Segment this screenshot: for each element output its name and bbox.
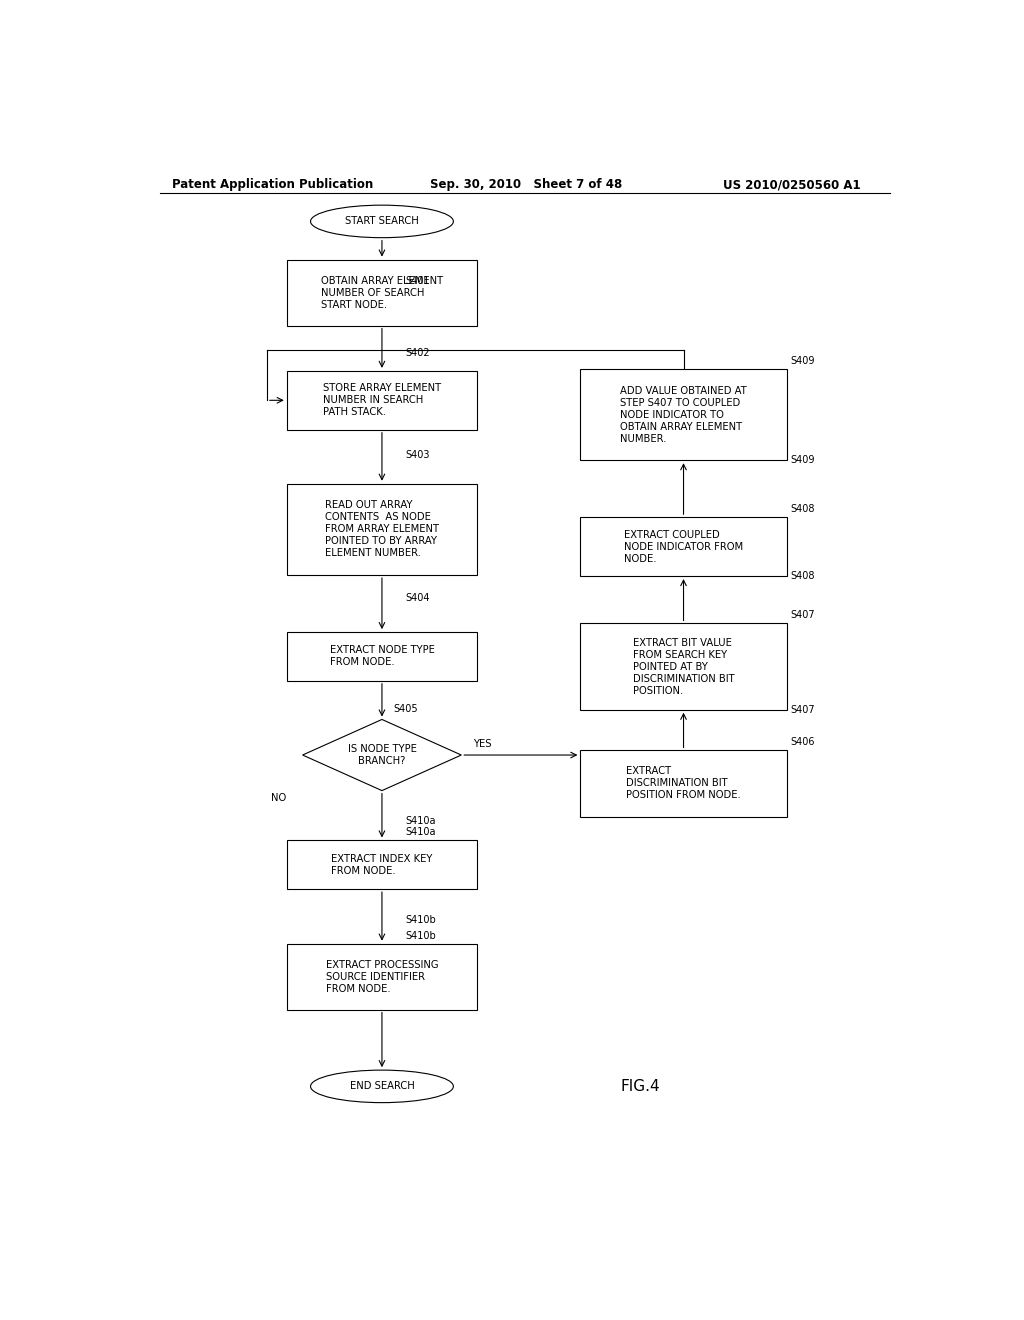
Text: IS NODE TYPE
BRANCH?: IS NODE TYPE BRANCH?: [347, 744, 417, 766]
Text: S410b: S410b: [406, 931, 436, 941]
Text: S410a: S410a: [406, 828, 436, 837]
Text: US 2010/0250560 A1: US 2010/0250560 A1: [723, 178, 861, 191]
Text: S401: S401: [406, 276, 430, 286]
Text: Patent Application Publication: Patent Application Publication: [172, 178, 373, 191]
Text: S409: S409: [791, 356, 815, 366]
Text: ADD VALUE OBTAINED AT
STEP S407 TO COUPLED
NODE INDICATOR TO
OBTAIN ARRAY ELEMEN: ADD VALUE OBTAINED AT STEP S407 TO COUPL…: [621, 385, 746, 444]
Text: EXTRACT BIT VALUE
FROM SEARCH KEY
POINTED AT BY
DISCRIMINATION BIT
POSITION.: EXTRACT BIT VALUE FROM SEARCH KEY POINTE…: [633, 638, 734, 696]
FancyBboxPatch shape: [287, 841, 477, 890]
Text: OBTAIN ARRAY ELEMENT
NUMBER OF SEARCH
START NODE.: OBTAIN ARRAY ELEMENT NUMBER OF SEARCH ST…: [321, 276, 443, 310]
Text: FIG.4: FIG.4: [620, 1078, 659, 1094]
Text: S408: S408: [791, 504, 815, 515]
FancyBboxPatch shape: [581, 751, 786, 817]
Text: S408: S408: [791, 572, 815, 581]
Text: S407: S407: [791, 705, 815, 715]
FancyBboxPatch shape: [581, 517, 786, 576]
Text: EXTRACT NODE TYPE
FROM NODE.: EXTRACT NODE TYPE FROM NODE.: [330, 645, 434, 668]
Polygon shape: [303, 719, 462, 791]
Text: READ OUT ARRAY
CONTENTS  AS NODE
FROM ARRAY ELEMENT
POINTED TO BY ARRAY
ELEMENT : READ OUT ARRAY CONTENTS AS NODE FROM ARR…: [325, 500, 439, 558]
FancyBboxPatch shape: [287, 632, 477, 681]
FancyBboxPatch shape: [287, 944, 477, 1010]
Text: S410b: S410b: [406, 915, 436, 925]
Text: S406: S406: [791, 738, 815, 747]
Text: S410a: S410a: [406, 816, 436, 826]
Text: YES: YES: [473, 739, 492, 748]
FancyBboxPatch shape: [581, 623, 786, 710]
Ellipse shape: [310, 205, 454, 238]
Text: NO: NO: [271, 793, 287, 803]
Text: STORE ARRAY ELEMENT
NUMBER IN SEARCH
PATH STACK.: STORE ARRAY ELEMENT NUMBER IN SEARCH PAT…: [323, 383, 441, 417]
FancyBboxPatch shape: [581, 368, 786, 461]
FancyBboxPatch shape: [287, 483, 477, 576]
Text: S407: S407: [791, 610, 815, 620]
Ellipse shape: [310, 1071, 454, 1102]
Text: S405: S405: [394, 705, 419, 714]
Text: EXTRACT PROCESSING
SOURCE IDENTIFIER
FROM NODE.: EXTRACT PROCESSING SOURCE IDENTIFIER FRO…: [326, 960, 438, 994]
Text: Sep. 30, 2010   Sheet 7 of 48: Sep. 30, 2010 Sheet 7 of 48: [430, 178, 622, 191]
FancyBboxPatch shape: [287, 260, 477, 326]
Text: S402: S402: [406, 348, 430, 358]
Text: EXTRACT COUPLED
NODE INDICATOR FROM
NODE.: EXTRACT COUPLED NODE INDICATOR FROM NODE…: [624, 529, 743, 564]
Text: S409: S409: [791, 455, 815, 466]
Text: END SEARCH: END SEARCH: [349, 1081, 415, 1092]
Text: EXTRACT
DISCRIMINATION BIT
POSITION FROM NODE.: EXTRACT DISCRIMINATION BIT POSITION FROM…: [626, 767, 741, 800]
Text: S404: S404: [406, 593, 430, 602]
Text: S403: S403: [406, 450, 430, 461]
Text: EXTRACT INDEX KEY
FROM NODE.: EXTRACT INDEX KEY FROM NODE.: [332, 854, 432, 875]
Text: START SEARCH: START SEARCH: [345, 216, 419, 227]
FancyBboxPatch shape: [287, 371, 477, 430]
